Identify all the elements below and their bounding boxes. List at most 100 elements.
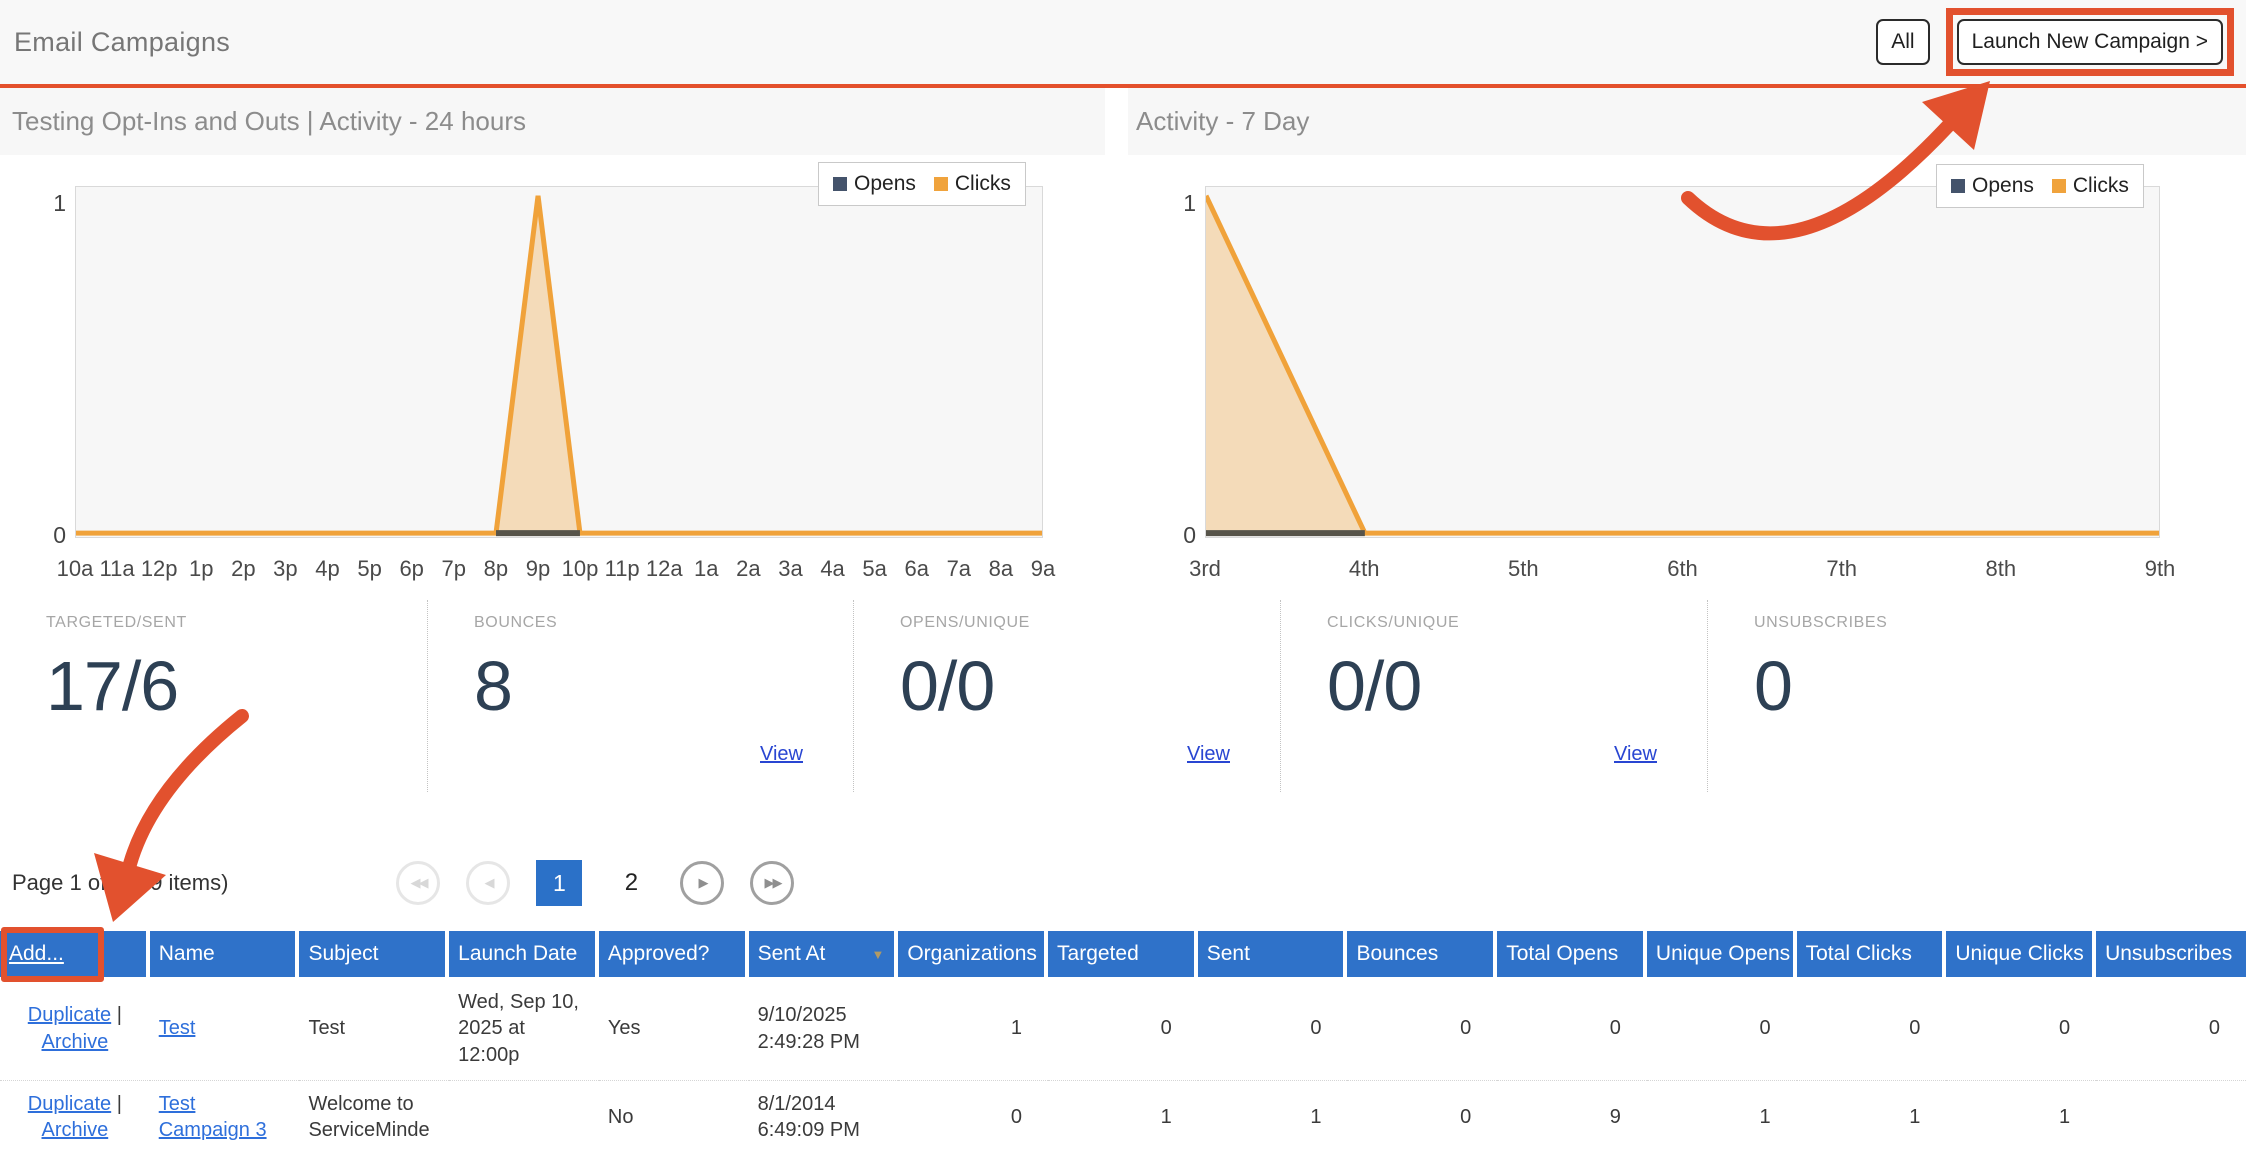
activity-7day-chart [1205, 186, 2160, 538]
opens-swatch-icon [1951, 179, 1965, 193]
x-axis-label: 8a [988, 556, 1014, 581]
column-header-add[interactable]: Add... [0, 931, 150, 977]
chart-title-band-7day: Activity - 7 Day [1128, 88, 2246, 155]
page-1-button[interactable]: 1 [536, 860, 583, 906]
x-axis-label: 7p [441, 556, 467, 581]
launch-date-cell: Wed, Sep 10, 2025 at 12:00p [449, 977, 599, 1080]
unique-clicks-cell: 1 [1946, 1080, 2097, 1152]
column-header-total-opens[interactable]: Total Opens [1497, 931, 1647, 977]
x-axis-label: 3a [778, 556, 803, 581]
view-opens-link[interactable]: View [1187, 743, 1230, 765]
x-axis-label: 4a [820, 556, 845, 581]
x-axis-label: 1p [189, 556, 214, 581]
bounces-cell: 0 [1347, 977, 1498, 1080]
x-axis-label: 11a [99, 556, 135, 581]
column-header-total-clicks[interactable]: Total Clicks [1796, 931, 1947, 977]
chart-title-24h: Testing Opt-Ins and Outs | Activity - 24… [12, 106, 526, 136]
pagination-summary: Page 1 of 2 (29 items) [12, 870, 229, 895]
legend-item-clicks: Clicks [933, 172, 1011, 196]
column-header-sent[interactable]: Sent [1197, 931, 1348, 977]
unique-opens-cell: 0 [1646, 977, 1797, 1080]
x-axis-label: 9th [2144, 556, 2176, 581]
stat-bounces: BOUNCES 8 View [427, 600, 853, 792]
legend-opens-label: Opens [854, 172, 916, 195]
first-page-button[interactable]: ◀◀ [396, 861, 441, 905]
column-header-organizations[interactable]: Organizations [898, 931, 1049, 977]
top-bar: Email Campaigns All Launch New Campaign … [0, 0, 2246, 84]
duplicate-link[interactable]: Duplicate [27, 1004, 112, 1027]
header-divider [0, 84, 2246, 88]
row-actions: Duplicate | Archive [0, 1080, 150, 1152]
stat-value: 0 [1754, 647, 1793, 725]
column-header-unique-clicks[interactable]: Unique Clicks [1946, 931, 2097, 977]
x-axis-label: 8th [1985, 556, 2017, 581]
column-header-subject[interactable]: Subject [299, 931, 450, 977]
last-page-button[interactable]: ▶▶ [750, 861, 795, 905]
organizations-cell: 0 [898, 1080, 1049, 1152]
stat-value: 0/0 [900, 647, 995, 725]
campaigns-table: Add... Name Subject Launch Date Approved… [0, 931, 2246, 1152]
chart-title-band-24h: Testing Opt-Ins and Outs | Activity - 24… [0, 88, 1105, 155]
stat-value: 8 [474, 647, 513, 725]
campaign-name-link[interactable]: Test [158, 1017, 196, 1040]
campaign-name-link[interactable]: Test Campaign 3 [158, 1093, 267, 1142]
pagination-bar: Page 1 of 2 (29 items) ◀◀ ◀ 1 2 ▶ ▶▶ [12, 855, 795, 911]
table-row: Duplicate | Archive Test Test Wed, Sep 1… [0, 977, 2246, 1080]
column-header-targeted[interactable]: Targeted [1048, 931, 1198, 977]
view-bounces-link[interactable]: View [760, 743, 803, 765]
stats-row: TARGETED/SENT 17/6 BOUNCES 8 View OPENS/… [0, 600, 2246, 792]
total-opens-cell: 0 [1497, 977, 1647, 1080]
x-axis-label: 5th [1508, 556, 1539, 581]
x-axis-label: 12p [140, 556, 178, 581]
clicks-swatch-icon [933, 177, 948, 191]
stat-label: OPENS/UNIQUE [900, 614, 1030, 631]
x-axis-label: 9p [525, 556, 551, 581]
legend-item-opens: Opens [833, 172, 916, 196]
subject-cell: Welcome to ServiceMinde [299, 1080, 450, 1152]
campaign-name-cell: Test [149, 977, 300, 1080]
column-header-unique-opens[interactable]: Unique Opens [1646, 931, 1797, 977]
table-row: Duplicate | Archive Test Campaign 3 Welc… [0, 1080, 2246, 1152]
column-header-name[interactable]: Name [149, 931, 300, 977]
sent-at-cell: 8/1/2014 6:49:09 PM [748, 1080, 899, 1152]
stat-value: 17/6 [46, 647, 179, 725]
chart-legend-24h: Opens Clicks [818, 162, 1026, 206]
stat-targeted-sent: TARGETED/SENT 17/6 [0, 600, 427, 792]
approved-cell: Yes [598, 977, 749, 1080]
next-page-button[interactable]: ▶ [680, 861, 725, 905]
archive-link[interactable]: Archive [41, 1030, 109, 1053]
column-header-approved[interactable]: Approved? [598, 931, 749, 977]
view-clicks-link[interactable]: View [1614, 743, 1657, 765]
column-header-unsubscribes[interactable]: Unsubscribes [2096, 931, 2246, 977]
column-header-bounces[interactable]: Bounces [1347, 931, 1498, 977]
total-clicks-cell: 1 [1796, 1080, 1947, 1152]
archive-link[interactable]: Archive [41, 1119, 109, 1142]
duplicate-link[interactable]: Duplicate [27, 1093, 112, 1115]
legend-item-opens: Opens [1951, 174, 2034, 198]
x-axis-label: 12a [645, 556, 683, 581]
x-axis-label: 7th [1826, 556, 1857, 581]
column-header-launch-date[interactable]: Launch Date [449, 931, 599, 977]
top-bar-actions: All Launch New Campaign > [1876, 8, 2234, 76]
total-clicks-cell: 0 [1796, 977, 1947, 1080]
y-tick-1: 1 [53, 190, 66, 216]
unsubscribes-cell [2096, 1080, 2246, 1152]
page-2-button[interactable]: 2 [624, 869, 639, 896]
launch-new-campaign-button[interactable]: Launch New Campaign > [1956, 19, 2223, 65]
y-tick-0: 0 [53, 522, 66, 548]
legend-opens-label: Opens [1972, 174, 2034, 197]
prev-page-button[interactable]: ◀ [466, 861, 511, 905]
x-axis-label: 1a [694, 556, 719, 581]
row-actions: Duplicate | Archive [0, 977, 150, 1080]
x-axis-label: 8p [483, 556, 509, 581]
chart-legend-7day: Opens Clicks [1936, 164, 2144, 208]
x-axis-label: 11p [604, 556, 640, 581]
targeted-cell: 0 [1048, 977, 1198, 1080]
column-header-sent-at[interactable]: Sent At ▼ [748, 931, 899, 977]
all-filter-button[interactable]: All [1876, 19, 1930, 65]
sent-at-cell: 9/10/2025 2:49:28 PM [748, 977, 899, 1080]
x-axis-label: 4th [1348, 556, 1380, 581]
x-axis-label: 5p [357, 556, 382, 581]
stat-label: UNSUBSCRIBES [1754, 614, 1888, 631]
